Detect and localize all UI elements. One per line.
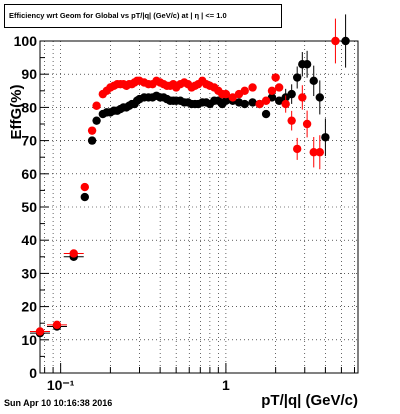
data-point-black [341,36,350,46]
data-point-red [292,144,302,154]
data-point-red [87,126,97,135]
chart-title: Efficiency wrt Geom for Global vs pT/|q|… [4,4,282,28]
data-point-black [92,116,101,125]
data-marks [30,14,350,338]
data-point-red [80,182,89,192]
data-point-red [52,320,62,330]
data-point-red [298,93,307,102]
data-point-red [271,73,280,82]
data-point-black [274,96,284,105]
data-point-red [69,249,78,258]
data-point-black [261,109,271,119]
x-tick-label: 1 [222,377,230,393]
data-point-red [92,101,101,110]
y-tick-label: 100 [14,33,38,49]
data-point-red [35,327,45,336]
data-point-black [87,136,97,145]
y-tick-label: 30 [21,265,37,281]
data-point-black [287,89,296,99]
x-tick-label: 10⁻¹ [47,377,75,393]
data-point-black [315,93,325,102]
data-point-red [302,119,312,129]
y-tick-label: 50 [21,199,37,215]
data-point-black [248,98,257,107]
data-point-red [261,96,271,105]
data-point-red [240,86,249,96]
data-point-red [274,83,284,92]
data-point-red [315,148,325,157]
data-point-red [331,36,340,46]
grid [40,41,358,373]
x-axis-label: pT/|q| (GeV/c) [261,392,358,409]
y-tick-label: 70 [21,133,37,149]
data-point-red [287,116,296,125]
y-tick-label: 0 [29,365,37,381]
y-tick-label: 40 [21,232,37,248]
data-point-black [302,60,312,69]
data-point-red [221,89,231,99]
y-tick-label: 20 [21,299,37,315]
y-tick-label: 60 [21,166,37,182]
data-point-black [309,76,318,86]
axes: 0 10 20 30 40 50 60 70 80 90 100 10⁻¹ 1 [14,33,355,393]
data-point-red [248,83,257,92]
y-tick-label: 10 [21,332,37,348]
data-point-black [240,99,249,109]
y-tick-label: 80 [21,99,37,115]
data-point-black [221,96,231,105]
data-point-red [255,99,264,109]
y-axis-label: EffG(%) [8,85,25,140]
timestamp-footer: Sun Apr 10 10:16:38 2016 [4,398,113,408]
data-point-red [267,86,277,96]
data-point-red [281,99,290,109]
data-point-black [292,73,302,82]
data-point-red [309,148,318,157]
plot-frame [39,40,359,374]
data-point-black [80,192,89,202]
data-point-black [321,133,330,142]
data-point-red [228,93,237,102]
y-tick-label: 90 [21,66,37,82]
